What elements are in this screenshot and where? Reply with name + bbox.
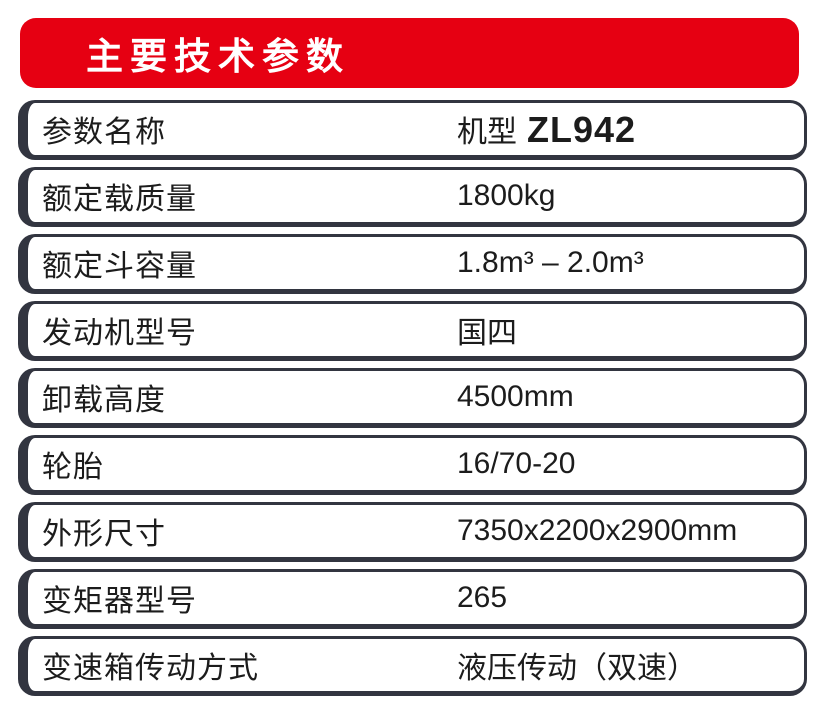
row-label: 卸载高度 — [42, 384, 166, 417]
row-value: 265 — [457, 581, 508, 614]
row-value: 16/70-20 — [457, 447, 576, 480]
table-row-rated-load: 额定载质量 1800kg — [18, 167, 807, 227]
row-label: 变矩器型号 — [42, 585, 197, 618]
spec-table: 参数名称 机型 ZL942 额定载质量 1800kg 额定斗容量 1.8m³ – … — [18, 100, 807, 696]
table-row-dimensions: 外形尺寸 7350x2200x2900mm — [18, 502, 807, 562]
table-row-transmission: 变速箱传动方式 液压传动（双速） — [18, 636, 807, 696]
table-row-bucket-capacity: 额定斗容量 1.8m³ – 2.0m³ — [18, 234, 807, 294]
model-number: ZL942 — [527, 109, 637, 150]
row-value: 国四 — [457, 317, 517, 350]
row-value: 液压传动（双速） — [457, 652, 697, 685]
row-label: 变速箱传动方式 — [42, 652, 259, 685]
table-row-torque-converter: 变矩器型号 265 — [18, 569, 807, 629]
table-row-engine-model: 发动机型号 国四 — [18, 301, 807, 361]
row-value: 1800kg — [457, 179, 556, 212]
row-value: 机型 ZL942 — [457, 107, 636, 151]
table-row-parameter-name: 参数名称 机型 ZL942 — [18, 100, 807, 160]
row-label: 外形尺寸 — [42, 518, 166, 551]
row-value: 4500mm — [457, 380, 574, 413]
row-label: 参数名称 — [42, 116, 166, 149]
row-label: 额定载质量 — [42, 183, 197, 216]
row-label: 额定斗容量 — [42, 250, 197, 283]
table-row-tires: 轮胎 16/70-20 — [18, 435, 807, 495]
row-value: 7350x2200x2900mm — [457, 514, 738, 547]
section-header-banner: 主要技术参数 — [20, 18, 799, 88]
row-label: 发动机型号 — [42, 317, 197, 350]
model-prefix: 机型 — [457, 116, 517, 149]
row-label: 轮胎 — [42, 451, 104, 484]
table-row-dump-height: 卸载高度 4500mm — [18, 368, 807, 428]
row-value: 1.8m³ – 2.0m³ — [457, 246, 644, 279]
section-title: 主要技术参数 — [86, 36, 350, 77]
